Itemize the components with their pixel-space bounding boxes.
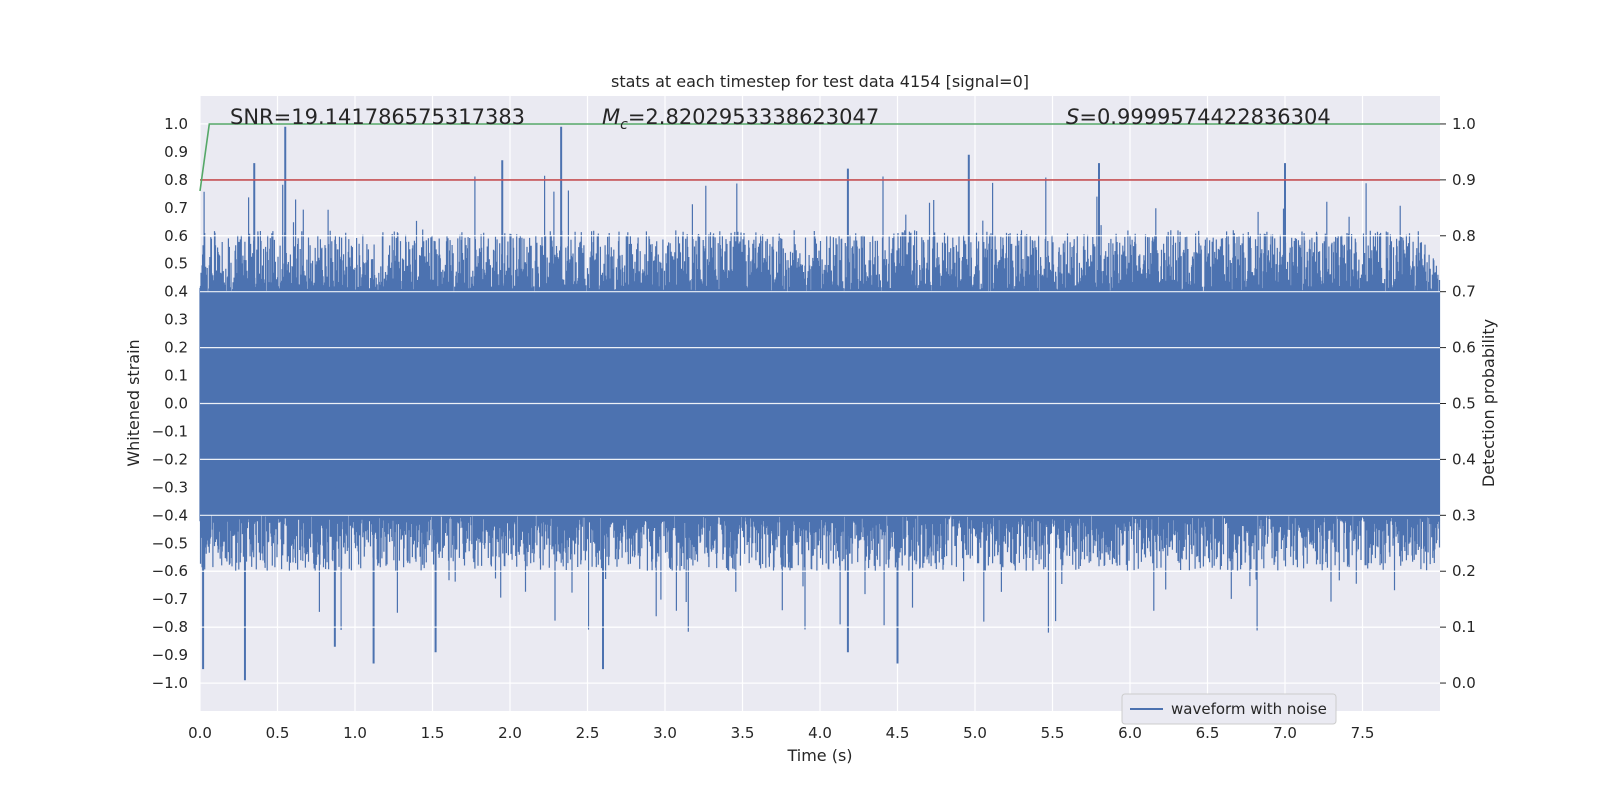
legend: waveform with noise bbox=[1121, 693, 1337, 725]
y-tick-label: −0.1 bbox=[152, 422, 188, 440]
chart-title: stats at each timestep for test data 415… bbox=[611, 72, 1029, 91]
score-annotation: S=0.9999574422836304 bbox=[1066, 105, 1331, 129]
y-tick-label: 1.0 bbox=[164, 115, 188, 133]
snr-annotation: SNR=19.141786575317383 bbox=[230, 105, 525, 129]
y2-tick-label: 1.0 bbox=[1452, 115, 1476, 133]
y2-tick-label: 0.0 bbox=[1452, 674, 1476, 692]
y-tick-label: 0.8 bbox=[164, 171, 188, 189]
y-axis-title: Whitened strain bbox=[124, 339, 143, 466]
x-tick-label: 3.0 bbox=[653, 724, 677, 742]
y-tick-label: −0.3 bbox=[152, 478, 188, 496]
waveform-series bbox=[199, 123, 1441, 684]
y2-tick-label: 0.1 bbox=[1452, 618, 1476, 636]
y2-tick-label: 0.2 bbox=[1452, 562, 1476, 580]
x-tick-label: 7.5 bbox=[1351, 724, 1375, 742]
y2-axis-title: Detection probability bbox=[1479, 319, 1498, 487]
y-tick-label: 0.0 bbox=[164, 395, 188, 413]
y-tick-label: −1.0 bbox=[152, 674, 188, 692]
detection-probability-line bbox=[199, 123, 1440, 192]
mc-value: =2.8202953338623047 bbox=[628, 105, 879, 129]
mc-subscript: c bbox=[620, 117, 628, 133]
legend-label: waveform with noise bbox=[1171, 700, 1327, 718]
y-tick-label: −0.7 bbox=[152, 590, 188, 608]
y-tick-label: 0.2 bbox=[164, 339, 188, 357]
y-tick-label: −0.2 bbox=[152, 450, 188, 468]
mc-symbol: M bbox=[602, 105, 620, 129]
y2-tick-label: 0.3 bbox=[1452, 506, 1476, 524]
y-tick-label: −0.6 bbox=[152, 562, 188, 580]
x-tick-label: 1.0 bbox=[343, 724, 367, 742]
x-axis-title: Time (s) bbox=[786, 746, 852, 765]
x-tick-label: 6.5 bbox=[1196, 724, 1220, 742]
y-tick-label: 0.5 bbox=[164, 255, 188, 273]
x-tick-label: 5.0 bbox=[963, 724, 987, 742]
x-tick-label: 5.5 bbox=[1041, 724, 1065, 742]
y-tick-label: 0.4 bbox=[164, 283, 188, 301]
x-tick-label: 0.0 bbox=[188, 724, 212, 742]
tick-labels: 0.0 0.5 1.0 1.5 2.0 2.5 3.0 3.5 4.0 4.5 5.0 5.5 6.0 6… bbox=[152, 115, 1476, 742]
y2-tick-label: 0.4 bbox=[1452, 450, 1476, 468]
s-symbol: S bbox=[1066, 105, 1079, 129]
x-tick-label: 7.0 bbox=[1273, 724, 1297, 742]
x-tick-label: 2.5 bbox=[576, 724, 600, 742]
x-tick-label: 0.5 bbox=[266, 724, 290, 742]
y2-tick-label: 0.8 bbox=[1452, 227, 1476, 245]
x-tick-label: 4.5 bbox=[886, 724, 910, 742]
y-tick-label: −0.4 bbox=[152, 506, 188, 524]
y-tick-label: −0.9 bbox=[152, 646, 188, 664]
y-tick-label: −0.8 bbox=[152, 618, 188, 636]
y-tick-label: 0.3 bbox=[164, 311, 188, 329]
y2-tick-label: 0.5 bbox=[1452, 395, 1476, 413]
x-tick-label: 4.0 bbox=[808, 724, 832, 742]
y-tick-label: 0.1 bbox=[164, 367, 188, 385]
chirp-mass-annotation: Mc=2.8202953338623047 bbox=[602, 105, 879, 133]
x-tick-label: 6.0 bbox=[1118, 724, 1142, 742]
x-tick-label: 2.0 bbox=[498, 724, 522, 742]
y-tick-label: −0.5 bbox=[152, 534, 188, 552]
s-value: =0.9999574422836304 bbox=[1079, 105, 1330, 129]
probability-lines bbox=[199, 123, 1440, 192]
y-tick-label: 0.7 bbox=[164, 199, 188, 217]
y-tick-label: 0.6 bbox=[164, 227, 188, 245]
y-tick-label: 0.9 bbox=[164, 143, 188, 161]
x-tick-label: 1.5 bbox=[421, 724, 445, 742]
y2-tick-label: 0.7 bbox=[1452, 283, 1476, 301]
y2-tick-label: 0.6 bbox=[1452, 339, 1476, 357]
y2-tick-label: 0.9 bbox=[1452, 171, 1476, 189]
legend-box bbox=[1121, 693, 1337, 725]
x-tick-label: 3.5 bbox=[731, 724, 755, 742]
